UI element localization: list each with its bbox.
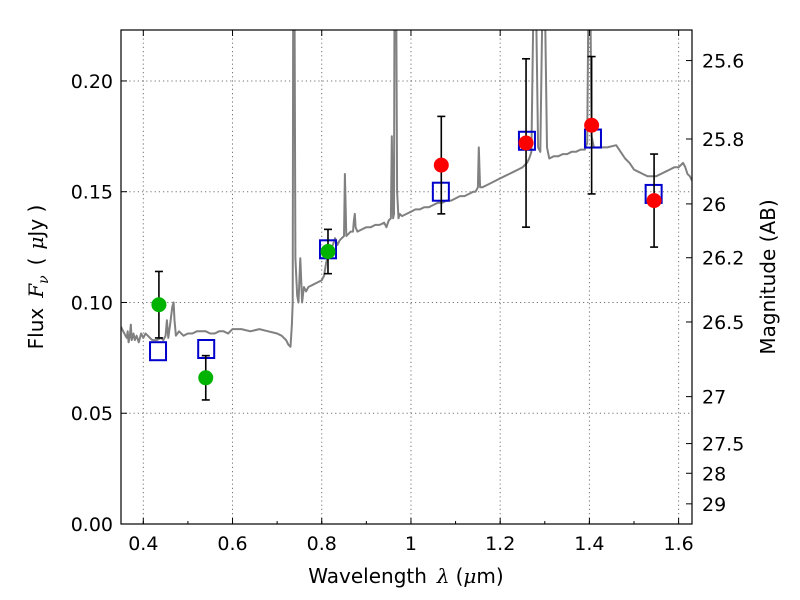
grid-lines xyxy=(121,30,692,524)
y-tick-label: 0.20 xyxy=(71,71,113,93)
observed-flux-point xyxy=(433,157,449,173)
x-tick-label: 1 xyxy=(405,533,417,555)
y2-tick-label: 27.5 xyxy=(702,434,744,456)
y-axis-symbol-sub: ν xyxy=(36,275,52,284)
y-tick-label: 0.05 xyxy=(71,403,113,425)
y2-tick-label: 29 xyxy=(702,494,726,516)
x-tick-label: 1.6 xyxy=(664,533,694,555)
x-axis-unit-rest: m) xyxy=(476,564,503,588)
observed-flux-point xyxy=(198,370,214,386)
x-tick-label: 0.4 xyxy=(128,533,158,555)
x-tick-label: 0.8 xyxy=(307,533,337,555)
plot-frame xyxy=(120,29,693,525)
y2-axis: 25.6 25.8 26 26.2 26.5 27 27.5 28 29 xyxy=(686,51,744,516)
observed-flux-point xyxy=(646,193,662,209)
y-tick-label: 0.15 xyxy=(71,182,113,204)
x-axis-label: Wavelength xyxy=(308,564,427,588)
plot-area xyxy=(121,30,692,401)
x-axis-symbol: λ xyxy=(436,564,450,588)
x-tick-label: 1.2 xyxy=(485,533,515,555)
y2-tick-label: 28 xyxy=(702,463,726,485)
y-tick-label: 0.00 xyxy=(71,514,113,536)
y-axis-unit-open: ( xyxy=(24,258,48,266)
x-axis-unit-mu: μ xyxy=(463,564,476,588)
model-photometry-square xyxy=(149,341,168,362)
observed-flux-point xyxy=(518,135,534,151)
y2-tick-label: 25.8 xyxy=(702,129,744,151)
y-axis-unit-mu: μ xyxy=(24,237,48,250)
observed-flux-point xyxy=(151,297,167,313)
x-tick-label: 0.6 xyxy=(217,533,247,555)
y-axis-title: Flux Fν ( μJy ) xyxy=(24,205,52,350)
x-axis-unit-open: ( xyxy=(456,564,464,588)
y2-tick-label: 26 xyxy=(702,194,726,216)
y-axis: 0.00 0.05 0.10 0.15 0.20 xyxy=(71,71,127,536)
observed-flux-point xyxy=(584,117,600,133)
y2-tick-label: 26.5 xyxy=(702,312,744,334)
y-axis-unit-rest: Jy ) xyxy=(24,205,48,239)
x-tick-label: 1.4 xyxy=(574,533,604,555)
y2-tick-label: 26.2 xyxy=(702,248,744,270)
y2-tick-label: 27 xyxy=(702,387,726,409)
sed-model-line xyxy=(121,30,692,348)
y2-axis-title: Magnitude (AB) xyxy=(756,199,780,354)
x-axis: 0.4 0.6 0.8 1 1.2 1.4 1.6 xyxy=(128,30,694,555)
y-axis-symbol: F xyxy=(24,283,48,299)
x-axis-title: Wavelength λ (μm) xyxy=(308,564,503,588)
y-axis-label: Flux xyxy=(24,308,48,350)
observed-flux-point xyxy=(320,244,336,260)
y-tick-label: 0.10 xyxy=(71,292,113,314)
y2-tick-label: 25.6 xyxy=(702,51,744,73)
